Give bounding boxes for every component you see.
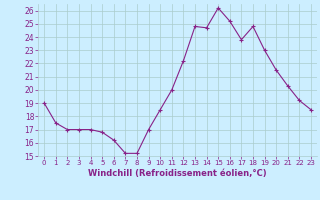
X-axis label: Windchill (Refroidissement éolien,°C): Windchill (Refroidissement éolien,°C) — [88, 169, 267, 178]
